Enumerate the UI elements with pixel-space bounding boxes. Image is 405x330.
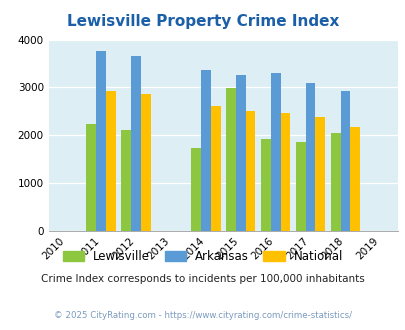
Bar: [330, 133, 340, 231]
Bar: [305, 83, 315, 231]
Bar: [210, 106, 220, 231]
Bar: [131, 56, 141, 231]
Bar: [226, 88, 235, 231]
Bar: [191, 148, 200, 231]
Bar: [350, 127, 359, 231]
Bar: [295, 142, 305, 231]
Text: Lewisville Property Crime Index: Lewisville Property Crime Index: [67, 14, 338, 29]
Bar: [86, 124, 96, 231]
Legend: Lewisville, Arkansas, National: Lewisville, Arkansas, National: [58, 245, 347, 268]
Bar: [315, 116, 324, 231]
Bar: [121, 130, 131, 231]
Bar: [235, 76, 245, 231]
Bar: [260, 139, 270, 231]
Bar: [106, 91, 115, 231]
Bar: [280, 113, 290, 231]
Bar: [270, 73, 280, 231]
Bar: [200, 70, 210, 231]
Bar: [340, 91, 350, 231]
Bar: [96, 51, 106, 231]
Text: © 2025 CityRating.com - https://www.cityrating.com/crime-statistics/: © 2025 CityRating.com - https://www.city…: [54, 311, 351, 320]
Text: Crime Index corresponds to incidents per 100,000 inhabitants: Crime Index corresponds to incidents per…: [41, 274, 364, 284]
Bar: [245, 111, 255, 231]
Bar: [141, 94, 150, 231]
